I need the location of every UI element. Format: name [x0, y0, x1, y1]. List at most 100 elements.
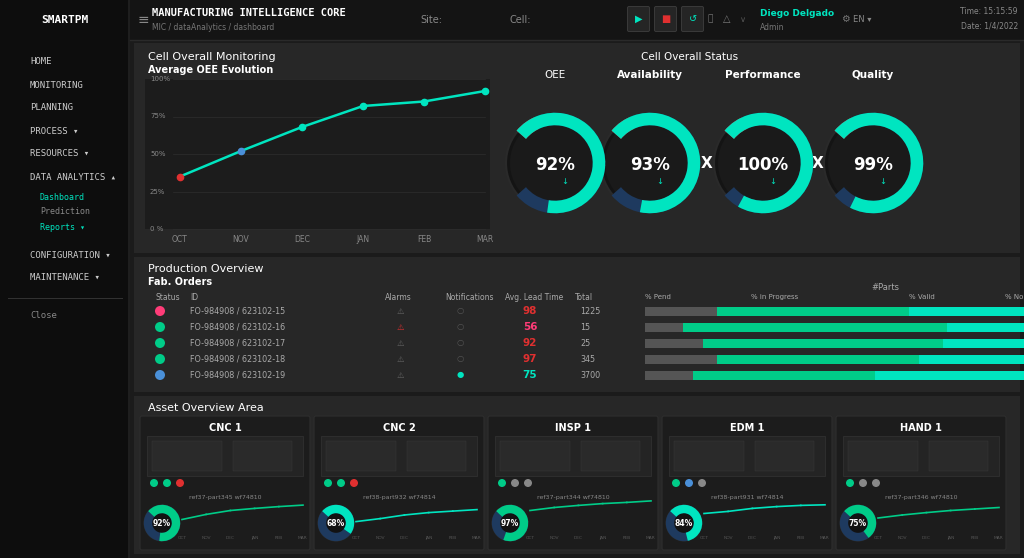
Bar [134, 257, 1020, 392]
Bar [147, 436, 303, 476]
Text: Close: Close [30, 310, 57, 320]
Text: Admin: Admin [760, 22, 784, 31]
Circle shape [872, 479, 880, 487]
Text: ⚠: ⚠ [396, 323, 403, 331]
Circle shape [324, 479, 332, 487]
Text: MAR: MAR [820, 536, 829, 540]
Text: FO-984908 / 623102-16: FO-984908 / 623102-16 [190, 323, 285, 331]
Text: ref38-part931 wf74814: ref38-part931 wf74814 [711, 496, 783, 501]
Circle shape [498, 479, 506, 487]
Text: HOME: HOME [30, 57, 51, 66]
Bar [919, 354, 1024, 363]
Text: JAN: JAN [599, 536, 606, 540]
Text: DEC: DEC [748, 536, 757, 540]
Text: Fab. Orders: Fab. Orders [148, 277, 212, 287]
Text: 25: 25 [580, 339, 590, 348]
Text: Total: Total [575, 292, 593, 301]
Text: DEC: DEC [226, 536, 234, 540]
Text: Site:: Site: [420, 15, 442, 25]
Bar [909, 306, 1024, 315]
Text: ↓: ↓ [656, 176, 664, 185]
Text: ref37-part344 wf74810: ref37-part344 wf74810 [537, 496, 609, 501]
Text: 98: 98 [523, 306, 538, 316]
Circle shape [672, 479, 680, 487]
Text: X: X [812, 156, 824, 171]
Text: ○: ○ [457, 354, 464, 363]
Text: MAR: MAR [298, 536, 308, 540]
Text: 🔔: 🔔 [708, 15, 713, 23]
Text: DATA ANALYTICS ▴: DATA ANALYTICS ▴ [30, 172, 116, 181]
Circle shape [155, 354, 165, 364]
Circle shape [510, 118, 600, 208]
Text: Diego Delgado: Diego Delgado [760, 8, 835, 17]
Bar [702, 339, 943, 348]
Text: FO-984908 / 623102-17: FO-984908 / 623102-17 [190, 339, 286, 348]
Text: Alarms: Alarms [385, 292, 412, 301]
Circle shape [155, 306, 165, 316]
Circle shape [155, 322, 165, 332]
Bar [321, 436, 477, 476]
Text: MAR: MAR [646, 536, 656, 540]
Circle shape [155, 370, 165, 380]
Bar [843, 436, 999, 476]
Circle shape [155, 338, 165, 348]
Text: 75: 75 [522, 370, 538, 380]
Text: % in Progress: % in Progress [751, 294, 798, 300]
Text: 99%: 99% [853, 156, 893, 174]
Text: 92%: 92% [153, 519, 171, 528]
Text: Notifications: Notifications [445, 292, 494, 301]
Text: ⚠: ⚠ [396, 371, 403, 379]
Text: ○: ○ [457, 339, 464, 348]
Text: MAR: MAR [476, 234, 494, 243]
Text: ●: ● [457, 371, 464, 379]
Text: % Pend: % Pend [645, 294, 671, 300]
Bar [947, 323, 1024, 331]
Text: ⚠: ⚠ [396, 306, 403, 315]
Circle shape [859, 479, 867, 487]
Bar [645, 354, 717, 363]
Bar [152, 441, 222, 471]
FancyBboxPatch shape [314, 416, 484, 550]
Text: NOV: NOV [897, 536, 907, 540]
Bar [645, 371, 693, 379]
Circle shape [718, 118, 808, 208]
Bar [500, 441, 570, 471]
Circle shape [150, 479, 158, 487]
Text: Cell Overall Status: Cell Overall Status [641, 52, 738, 62]
Circle shape [666, 505, 702, 541]
Text: NOV: NOV [550, 536, 559, 540]
Text: ○: ○ [457, 306, 464, 315]
Text: JAN: JAN [773, 536, 780, 540]
Text: Prediction: Prediction [40, 208, 90, 217]
Text: OCT: OCT [351, 536, 360, 540]
Text: FO-984908 / 623102-15: FO-984908 / 623102-15 [190, 306, 286, 315]
Text: PROCESS ▾: PROCESS ▾ [30, 127, 79, 136]
FancyBboxPatch shape [654, 7, 677, 31]
Circle shape [601, 114, 699, 212]
Text: ▶: ▶ [635, 14, 643, 24]
Circle shape [824, 114, 922, 212]
Circle shape [337, 479, 345, 487]
Text: OCT: OCT [873, 536, 883, 540]
Text: SMARTPM: SMARTPM [41, 15, 89, 25]
Text: 1225: 1225 [580, 306, 600, 315]
Text: Availability: Availability [617, 70, 683, 80]
Text: ↓: ↓ [880, 176, 887, 185]
Text: MAR: MAR [994, 536, 1004, 540]
Bar [876, 371, 1024, 379]
Text: 345: 345 [580, 354, 595, 363]
Text: Avg. Lead Time: Avg. Lead Time [505, 292, 563, 301]
Text: OCT: OCT [699, 536, 709, 540]
Text: ↓: ↓ [769, 176, 776, 185]
Bar [130, 0, 1024, 40]
FancyBboxPatch shape [628, 7, 649, 31]
Text: FO-984908 / 623102-18: FO-984908 / 623102-18 [190, 354, 285, 363]
Bar [232, 441, 292, 471]
Bar [581, 441, 640, 471]
Text: % Valid: % Valid [909, 294, 935, 300]
Text: NOV: NOV [723, 536, 733, 540]
Text: ⚠: ⚠ [396, 339, 403, 348]
Bar [326, 441, 396, 471]
Bar [645, 339, 702, 348]
Bar [128, 0, 130, 558]
